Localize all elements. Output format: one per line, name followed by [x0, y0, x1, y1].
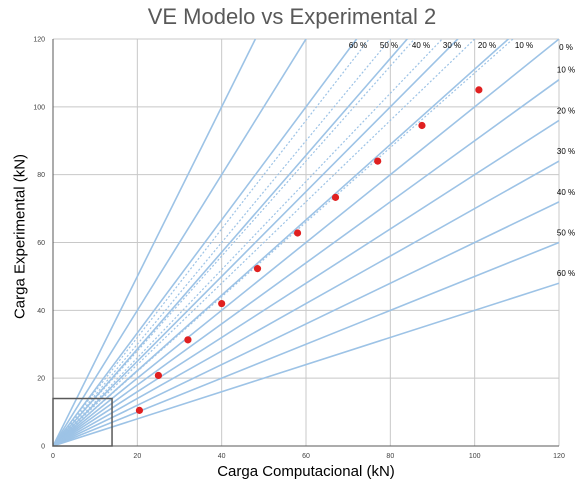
y-tick-label: 120	[33, 37, 45, 44]
deviation-label-above: 20 %	[478, 41, 496, 50]
y-tick-label: 40	[37, 308, 45, 315]
deviation-line-below	[53, 282, 559, 446]
y-tick-label: 20	[37, 376, 45, 383]
data-point	[218, 299, 226, 308]
data-point	[331, 193, 340, 201]
x-tick-label: 60	[302, 453, 310, 460]
deviation-label-below: 60 %	[557, 269, 575, 278]
y-tick-label: 60	[37, 240, 45, 247]
deviation-line-above	[53, 39, 409, 446]
deviation-line-above-dotted	[53, 39, 416, 446]
x-tick-label: 20	[133, 453, 141, 460]
deviation-line-above-dotted	[53, 39, 392, 446]
deviation-label-reference: 0 %	[559, 43, 573, 52]
deviation-line-above-dotted	[53, 39, 371, 446]
data-point	[184, 336, 192, 344]
deviation-label-above: 10 %	[515, 41, 533, 50]
deviation-label-below: 50 %	[557, 229, 575, 238]
data-point	[135, 406, 144, 414]
deviation-label-above: 40 %	[412, 41, 430, 50]
deviation-line-below	[53, 79, 559, 446]
deviation-label-below: 10 %	[557, 66, 575, 75]
deviation-label-above: 30 %	[443, 41, 461, 50]
x-tick-label: 120	[553, 453, 565, 460]
chart-title: VE Modelo vs Experimental 2	[147, 4, 437, 29]
inset-box	[52, 397, 113, 447]
data-point	[475, 86, 483, 94]
data-point	[418, 121, 426, 130]
x-tick-label: 0	[51, 453, 55, 460]
y-tick-label: 80	[37, 172, 45, 179]
data-point	[154, 371, 163, 380]
x-tick-label: 100	[469, 453, 481, 460]
deviation-line-below	[53, 119, 559, 446]
deviation-line-below	[53, 160, 559, 446]
deviation-line-above	[53, 39, 459, 446]
deviation-lines	[53, 39, 559, 446]
deviation-line-above	[53, 39, 257, 446]
deviation-line-above	[53, 39, 358, 446]
deviation-label-below: 40 %	[557, 188, 575, 197]
reference-line	[53, 39, 559, 446]
deviation-label-below: 30 %	[557, 147, 575, 156]
y-tick-label: 100	[33, 104, 45, 111]
deviation-line-above	[53, 39, 307, 446]
deviation-line-above-dotted	[53, 39, 514, 446]
deviation-label-above: 60 %	[349, 41, 367, 50]
data-point	[293, 229, 302, 237]
data-point	[374, 157, 382, 165]
x-axis-label: Carga Computacional (kN)	[217, 463, 395, 480]
deviation-label-below: 20 %	[557, 106, 575, 115]
data-point	[253, 265, 262, 273]
y-axis-label: Carga Experimental (kN)	[11, 153, 29, 320]
x-tick-label: 80	[386, 453, 394, 460]
deviation-line-below	[53, 201, 559, 446]
y-tick-label: 0	[41, 444, 45, 451]
deviation-label-above: 50 %	[380, 41, 398, 50]
deviation-line-above-dotted	[53, 39, 476, 446]
x-tick-label: 40	[218, 453, 226, 460]
